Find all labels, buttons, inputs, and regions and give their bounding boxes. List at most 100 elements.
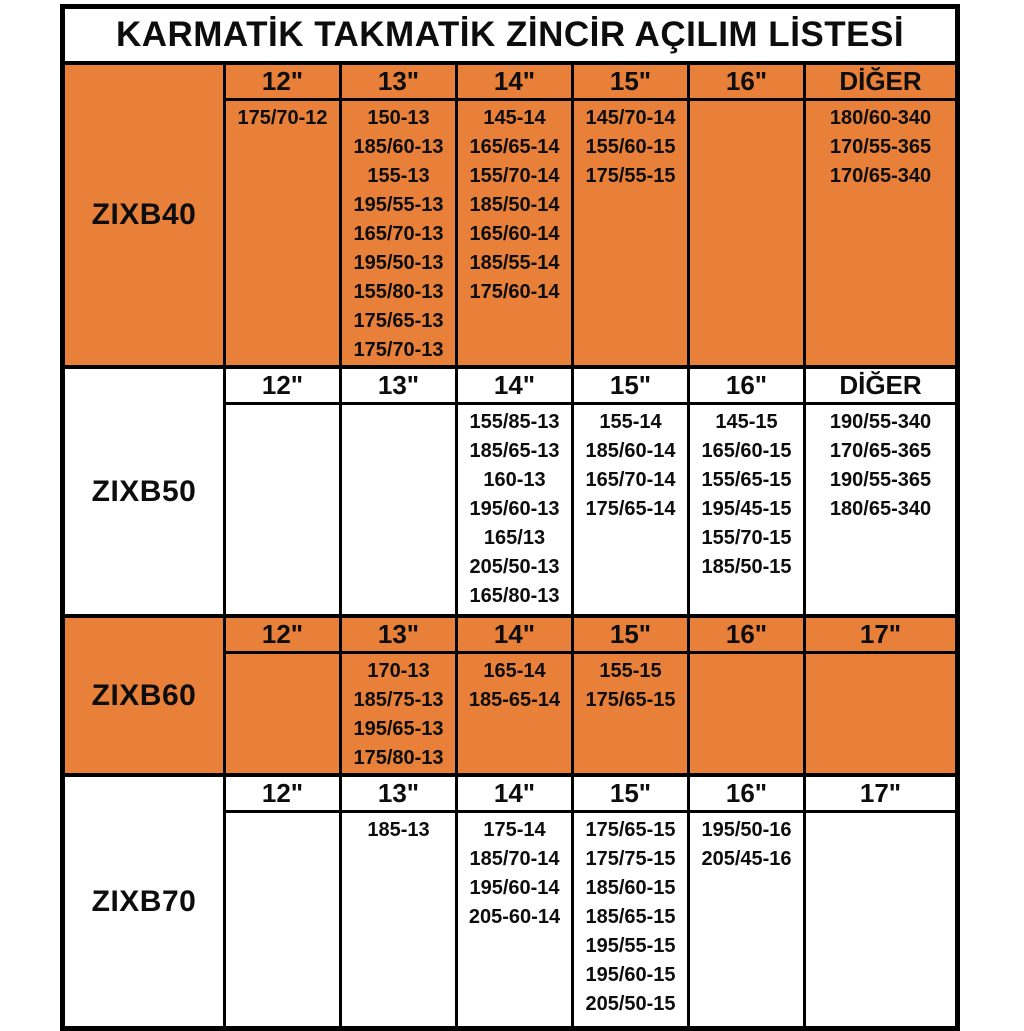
tire-size-value: 205/50-15: [585, 993, 676, 1015]
tire-sizes-cell: 145-15 165/60-15 155/65-15 195/45-15 155/70-…: [687, 405, 803, 614]
size-header: 13": [339, 618, 455, 654]
model-label-zixb50: ZIXB50: [91, 474, 197, 508]
tire-size-value: 155-13: [367, 165, 430, 187]
tire-size-value: 170/65-340: [829, 165, 932, 187]
tire-sizes-cell: 170-13 185/75-13 195/65-13 175/80-13: [339, 654, 455, 773]
size-header: DİĞER: [803, 369, 955, 405]
tire-size-value: 165/80-13: [469, 585, 560, 607]
tire-size-value: 185/60-13: [353, 136, 444, 158]
size-header: 15": [571, 618, 687, 654]
tire-sizes-cell: 155-15 175/65-15: [571, 654, 687, 773]
tire-size-value: 165/65-14: [469, 136, 560, 158]
tire-size-value: 185/60-14: [585, 440, 676, 462]
tire-size-value: 175/70-12: [237, 107, 328, 129]
size-header: 12": [223, 618, 339, 654]
tire-sizes-cell: [223, 405, 339, 614]
size-header: 15": [571, 369, 687, 405]
tire-size-value: 185/50-15: [701, 556, 792, 578]
tire-size-value: 155/85-13: [469, 411, 560, 433]
tire-sizes-cell: [803, 813, 955, 1026]
section-zixb70: ZIXB70 12" 13" 14" 15" 16" 17" 185-13 175-14 185/…: [65, 777, 955, 1026]
tire-size-value: 175/65-14: [585, 498, 676, 520]
tire-size-value: 190/55-365: [829, 469, 932, 491]
tire-size-value: 165/13: [483, 527, 546, 549]
tire-size-value: 180/60-340: [829, 107, 932, 129]
tire-sizes-cell: [223, 813, 339, 1026]
size-header: 17": [803, 618, 955, 654]
tire-sizes-cell: 195/50-16 205/45-16: [687, 813, 803, 1026]
tire-sizes-cell: 180/60-340 170/55-365 170/65-340: [803, 101, 955, 365]
tire-size-value: 155-14: [599, 411, 662, 433]
section-zixb50: ZIXB50 12" 13" 14" 15" 16" DİĞER 155/85-13 185/6…: [65, 369, 955, 618]
size-header: 13": [339, 65, 455, 101]
tire-size-value: 175/65-15: [585, 689, 676, 711]
tire-size-value: 185/65-15: [585, 906, 676, 928]
size-header: 13": [339, 777, 455, 813]
tire-size-value: 145-14: [483, 107, 546, 129]
tire-size-value: 165/70-13: [353, 223, 444, 245]
tire-size-value: 155/80-13: [353, 281, 444, 303]
tire-size-value: 205/50-13: [469, 556, 560, 578]
model-label-zixb40: ZIXB40: [91, 198, 197, 231]
section-zixb40: ZIXB40 12" 13" 14" 15" 16" DİĞER 175/70-12 150-1…: [65, 65, 955, 369]
tire-sizes-cell: 145-14 165/65-14 155/70-14 185/50-14 165/60-…: [455, 101, 571, 365]
tire-size-value: 175/80-13: [353, 747, 444, 769]
tire-size-value: 195/55-13: [353, 194, 444, 216]
tire-size-value: 170-13: [367, 660, 430, 682]
tire-size-value: 175/60-14: [469, 281, 560, 303]
tire-size-value: 175/55-15: [585, 165, 676, 187]
size-header: 17": [803, 777, 955, 813]
tire-size-value: 185/70-14: [469, 848, 560, 870]
tire-sizes-cell: [339, 405, 455, 614]
table-sections: ZIXB40 12" 13" 14" 15" 16" DİĞER 175/70-12 150-1…: [65, 65, 955, 1026]
tire-size-value: 175/75-15: [585, 848, 676, 870]
tire-size-value: 150-13: [367, 107, 430, 129]
tire-size-value: 195/50-13: [353, 252, 444, 274]
tire-size-value: 195/45-15: [701, 498, 792, 520]
tire-size-value: 175/70-13: [353, 339, 444, 361]
size-header: 14": [455, 65, 571, 101]
tire-sizes-cell: 165-14 185-65-14: [455, 654, 571, 773]
tire-sizes-cell: 155/85-13 185/65-13 160-13 195/60-13 165/13 2…: [455, 405, 571, 614]
tire-sizes-cell: [687, 101, 803, 365]
tire-size-value: 165/70-14: [585, 469, 676, 491]
size-header: DİĞER: [803, 65, 955, 101]
tire-size-value: 185/75-13: [353, 689, 444, 711]
tire-size-value: 205-60-14: [468, 906, 561, 928]
size-header: 16": [687, 777, 803, 813]
size-header: 15": [571, 65, 687, 101]
tire-size-value: 185-13: [367, 819, 430, 841]
tire-size-value: 155/60-15: [585, 136, 676, 158]
chain-size-table: KARMATİK TAKMATİK ZİNCİR AÇILIM LİSTESİ …: [60, 4, 960, 1031]
tire-size-value: 185/60-15: [585, 877, 676, 899]
tire-size-value: 185/50-14: [469, 194, 560, 216]
tire-size-value: 195/50-16: [701, 819, 792, 841]
tire-sizes-cell: 175/65-15 175/75-15 185/60-15 185/65-15 195/…: [571, 813, 687, 1026]
tire-size-value: 195/60-13: [469, 498, 560, 520]
tire-size-value: 155/70-15: [701, 527, 792, 549]
tire-size-value: 145/70-14: [585, 107, 676, 129]
size-header: 15": [571, 777, 687, 813]
tire-size-value: 175/65-13: [353, 310, 444, 332]
tire-size-value: 195/65-13: [353, 718, 444, 740]
tire-sizes-cell: 150-13 185/60-13 155-13 195/55-13 165/70-13 1…: [339, 101, 455, 365]
size-header: 16": [687, 369, 803, 405]
tire-size-value: 155/65-15: [701, 469, 792, 491]
tire-size-value: 165/60-15: [701, 440, 792, 462]
tire-size-value: 155-15: [599, 660, 662, 682]
model-label-zixb60: ZIXB60: [91, 678, 197, 712]
size-header: 14": [455, 369, 571, 405]
tire-size-value: 175-14: [483, 819, 546, 841]
tire-size-value: 195/60-15: [585, 964, 676, 986]
tire-size-value: 145-15: [715, 411, 778, 433]
tire-size-value: 185/55-14: [469, 252, 560, 274]
tire-size-value: 175/65-15: [585, 819, 676, 841]
tire-size-value: 195/55-15: [585, 935, 676, 957]
tire-sizes-cell: 155-14 185/60-14 165/70-14 175/65-14: [571, 405, 687, 614]
tire-sizes-cell: 175-14 185/70-14 195/60-14 205-60-14: [455, 813, 571, 1026]
size-header: 14": [455, 777, 571, 813]
size-header: 14": [455, 618, 571, 654]
tire-size-value: 170/55-365: [829, 136, 932, 158]
tire-sizes-cell: [803, 654, 955, 773]
size-header: 13": [339, 369, 455, 405]
